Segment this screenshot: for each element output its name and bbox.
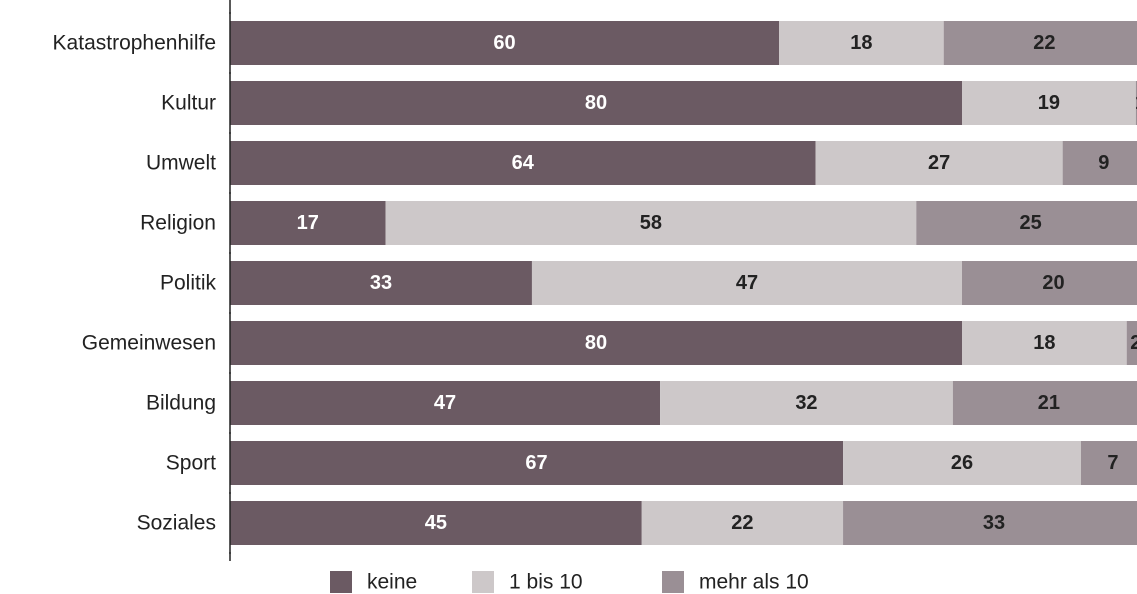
bar-segment: [660, 381, 953, 425]
category-label: Gemeinwesen: [82, 332, 216, 355]
bars-group: [230, 21, 1137, 545]
legend-label: keine: [367, 571, 417, 594]
legend: keine 1 bis 10 mehr als 10: [330, 571, 809, 594]
bar-segment: [230, 261, 532, 305]
bar-segment: [230, 201, 386, 245]
data-label: 60: [493, 32, 515, 54]
data-label: 22: [731, 512, 753, 534]
data-label: 58: [640, 212, 662, 234]
data-label: 26: [951, 452, 973, 474]
category-labels-group: Katastrophenhilfe Kultur Umwelt Religion Pol…: [53, 32, 217, 535]
data-label: 47: [736, 272, 758, 294]
bar-segment: [230, 501, 642, 545]
bar-segment: [1126, 321, 1137, 365]
data-label: 17: [297, 212, 319, 234]
data-label: 25: [1020, 212, 1042, 234]
legend-label: mehr als 10: [699, 571, 809, 594]
data-label: 80: [585, 92, 607, 114]
data-label: 18: [1033, 332, 1055, 354]
category-label: Bildung: [146, 392, 216, 415]
data-label: 22: [1033, 32, 1055, 54]
data-label: 64: [512, 152, 535, 174]
bar-segment: [230, 21, 779, 65]
data-label: 19: [1038, 92, 1060, 114]
category-label: Religion: [140, 212, 216, 235]
category-label: Sport: [166, 452, 216, 475]
category-label: Politik: [160, 272, 217, 295]
bar-segment: [385, 201, 917, 245]
bar-segment: [641, 501, 844, 545]
bar-segment: [962, 81, 1136, 125]
data-label: 80: [585, 332, 607, 354]
legend-swatch: [330, 571, 352, 593]
legend-label: 1 bis 10: [509, 571, 583, 594]
data-label: 33: [983, 512, 1005, 534]
data-label: 21: [1038, 392, 1060, 414]
data-label: 1: [1135, 92, 1137, 114]
bar-segment: [230, 141, 816, 185]
value-labels-group: 60 18 22 80 19 1 64 27 9 17 58 25 33 47 20 80 18 2 47 32 21 6…: [297, 32, 1137, 534]
y-axis-ticks-group: [229, 12, 231, 554]
bar-segment: [815, 141, 1063, 185]
bar-segment: [230, 441, 844, 485]
data-label: 7: [1107, 452, 1118, 474]
data-label: 27: [928, 152, 950, 174]
data-label: 9: [1098, 152, 1109, 174]
bar-segment: [531, 261, 962, 305]
bar-segment: [843, 441, 1081, 485]
legend-swatch: [662, 571, 684, 593]
bar-segment: [230, 321, 962, 365]
category-label: Umwelt: [146, 152, 216, 175]
bar-segment: [943, 21, 1137, 65]
data-label: 2: [1130, 332, 1137, 354]
bar-segment: [1135, 81, 1137, 125]
data-label: 18: [850, 32, 872, 54]
data-label: 33: [370, 272, 392, 294]
legend-swatch: [472, 571, 494, 593]
data-label: 32: [795, 392, 817, 414]
data-label: 20: [1042, 272, 1064, 294]
data-label: 47: [434, 392, 456, 414]
data-label: 45: [425, 512, 447, 534]
category-label: Soziales: [137, 512, 216, 535]
category-label: Kultur: [161, 92, 216, 115]
bar-segment: [962, 321, 1127, 365]
bar-segment: [952, 381, 1137, 425]
category-label: Katastrophenhilfe: [53, 32, 216, 55]
bar-segment: [230, 81, 962, 125]
bar-segment: [962, 261, 1137, 305]
bar-segment: [916, 201, 1137, 245]
bar-segment: [1080, 441, 1137, 485]
bar-segment: [843, 501, 1137, 545]
data-label: 67: [525, 452, 547, 474]
bar-segment: [779, 21, 944, 65]
bar-segment: [1062, 141, 1137, 185]
bar-segment: [230, 381, 661, 425]
